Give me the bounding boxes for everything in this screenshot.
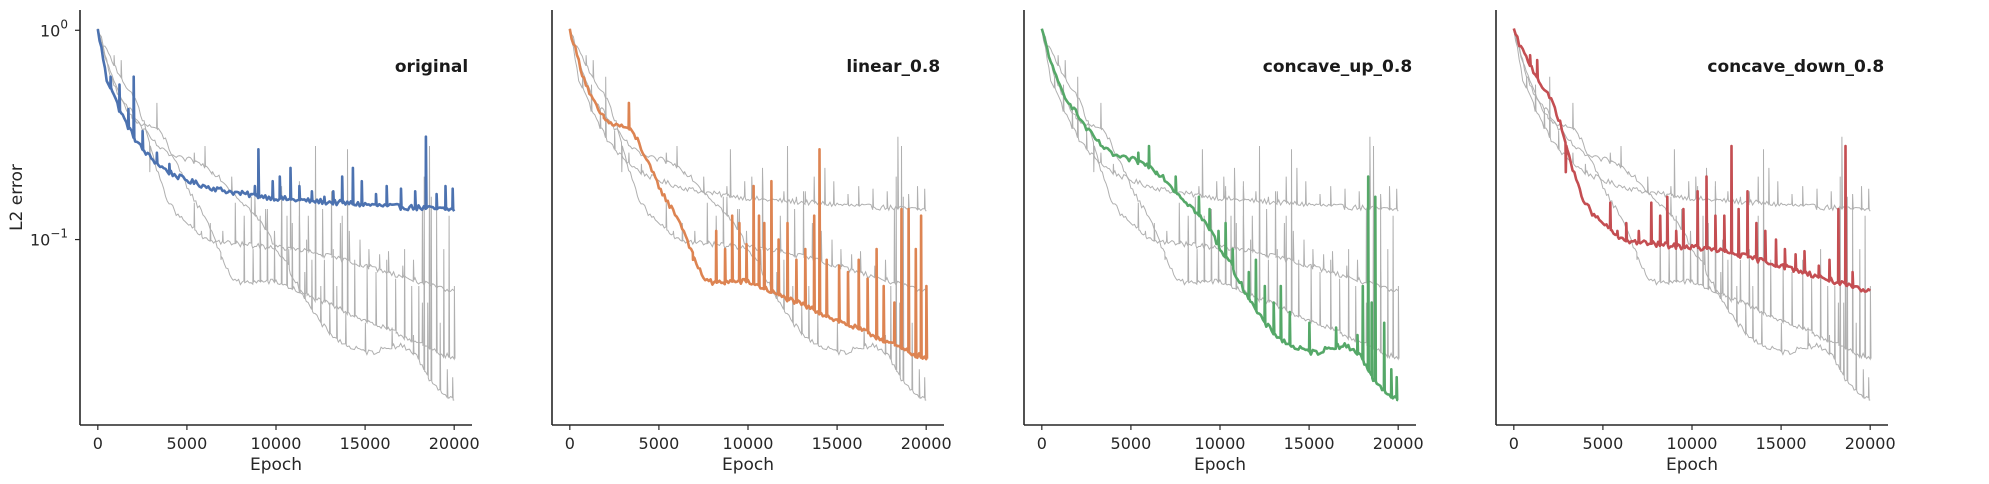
x-tick-label: 20000 (429, 434, 480, 453)
y-axis-label: L2 error (7, 164, 27, 231)
highlight-series-original (96, 28, 456, 212)
x-tick-label: 10000 (1195, 434, 1246, 453)
panel-title: concave_down_0.8 (1707, 57, 1884, 77)
x-axis-label: Epoch (722, 455, 774, 475)
panel-3: 0 5000 10000 15000 20000 Epoch concave_up_0.8 (1023, 10, 1424, 475)
panel-1: 0 5000 10000 15000 20000 Epoch original 100 10−1… (7, 10, 480, 475)
x-tick-label: 20000 (1845, 434, 1896, 453)
x-axis-label: Epoch (1194, 455, 1246, 475)
x-tick-label: 5000 (167, 434, 208, 453)
x-tick-label: 15000 (1284, 434, 1335, 453)
highlight-series-concave_up_0.8 (1040, 28, 1399, 402)
panel-title: original (395, 57, 468, 77)
background-series-linear_0.8 (97, 28, 456, 361)
background-series-concave_down_0.8 (97, 28, 455, 293)
x-tick-label: 5000 (1111, 434, 1152, 453)
y-tick-label: 10−1 (30, 227, 68, 250)
highlight-series-concave_down_0.8 (1512, 28, 1872, 293)
x-tick-label: 15000 (1756, 434, 1807, 453)
x-tick-label: 5000 (1583, 434, 1624, 453)
background-series-concave_up_0.8 (97, 28, 455, 401)
x-tick-label: 0 (1037, 434, 1047, 453)
x-tick-label: 15000 (340, 434, 391, 453)
x-tick-label: 5000 (639, 434, 680, 453)
panel-title: concave_up_0.8 (1263, 57, 1412, 77)
background-series-concave_up_0.8 (1513, 28, 1871, 401)
panel-4: 0 5000 10000 15000 20000 Epoch concave_down_0.… (1495, 10, 1896, 475)
background-series-linear_0.8 (1513, 28, 1872, 361)
x-tick-label: 0 (93, 434, 103, 453)
x-tick-label: 10000 (723, 434, 774, 453)
x-tick-label: 0 (565, 434, 575, 453)
x-tick-label: 10000 (1667, 434, 1718, 453)
background-series-linear_0.8 (1041, 28, 1400, 361)
y-tick-label: 100 (40, 17, 68, 40)
background-series-concave_up_0.8 (569, 28, 927, 401)
x-tick-label: 15000 (812, 434, 863, 453)
x-axis-label: Epoch (1666, 455, 1718, 475)
x-axis-label: Epoch (250, 455, 302, 475)
x-tick-label: 10000 (251, 434, 302, 453)
panel-2: 0 5000 10000 15000 20000 Epoch linear_0.8 (551, 10, 952, 475)
panel-title: linear_0.8 (846, 57, 940, 77)
highlight-series-linear_0.8 (568, 28, 929, 361)
x-tick-label: 0 (1509, 434, 1519, 453)
x-tick-label: 20000 (1373, 434, 1424, 453)
x-tick-label: 20000 (901, 434, 952, 453)
